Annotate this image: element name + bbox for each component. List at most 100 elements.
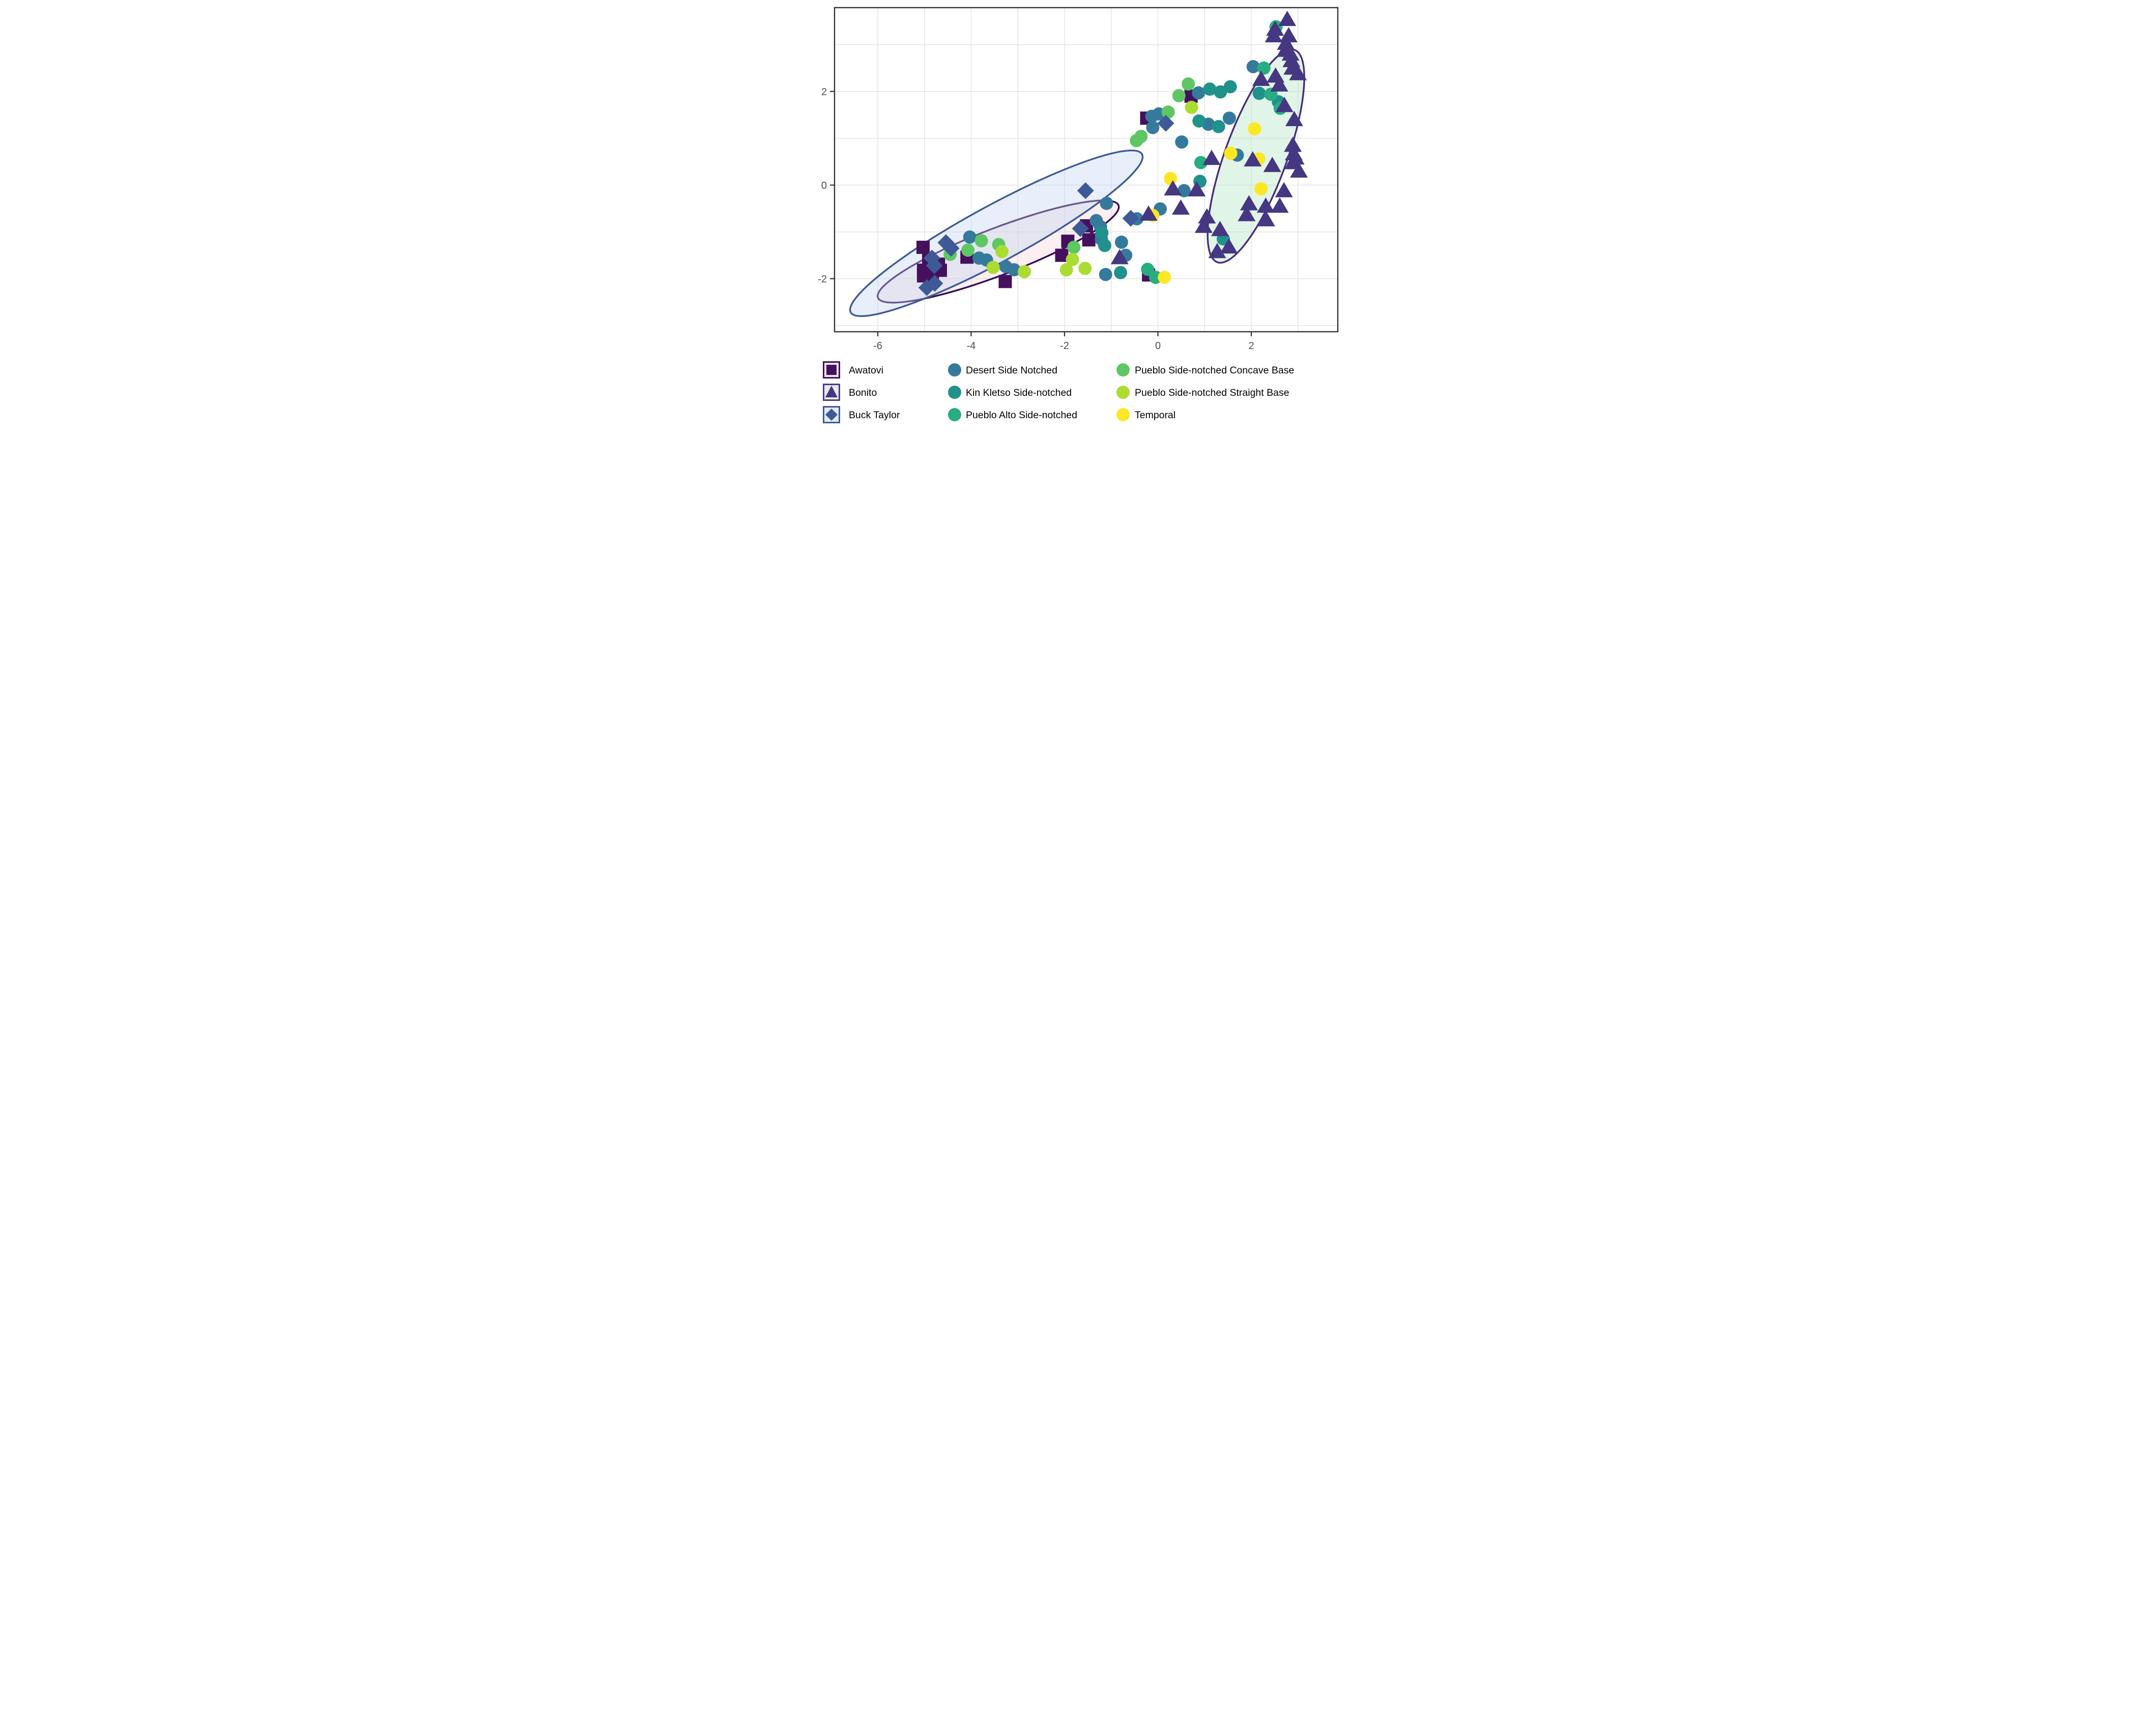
data-point-triangle	[1240, 195, 1258, 211]
data-point-diamond	[1157, 114, 1174, 132]
data-point-circle	[995, 245, 1009, 258]
y-tick-label: 2	[821, 86, 826, 98]
series-pueblo-side-notched-concave-base	[943, 77, 1195, 261]
data-point-circle	[1113, 266, 1127, 279]
data-point-circle	[1202, 82, 1216, 96]
legend-label: Pueblo Side-notched Concave Base	[1135, 365, 1294, 376]
legend-label: Kin Kletso Side-notched	[966, 387, 1072, 398]
data-point-triangle	[1237, 206, 1255, 221]
data-point-circle	[1247, 122, 1261, 136]
legend-square-icon	[826, 365, 837, 375]
data-point-circle	[1192, 114, 1205, 128]
data-point-diamond	[942, 240, 960, 257]
legend-label: Pueblo Side-notched Straight Base	[1135, 387, 1289, 398]
data-point-circle	[961, 243, 974, 257]
legend-key-box	[822, 361, 840, 379]
data-point-triangle	[1243, 151, 1261, 167]
data-point-circle	[1174, 135, 1188, 149]
data-point-triangle	[1275, 97, 1294, 112]
data-point-triangle	[1265, 27, 1283, 43]
data-point-circle	[1017, 265, 1031, 278]
legend-label: Buck Taylor	[849, 410, 900, 421]
legend-label: Awatovi	[849, 365, 883, 376]
scatter-figure: -6 -4 -2 0 2 -2 0 2 Awatovi Bonito Buck Taylor Dese…	[808, 0, 1346, 434]
legend-item: Kin Kletso Side-notched	[947, 386, 1072, 399]
data-point-triangle	[1270, 76, 1288, 92]
series-pueblo-side-notched-straight-base	[986, 101, 1198, 278]
data-point-triangle	[1163, 180, 1182, 196]
x-tick-label: -6	[873, 340, 882, 352]
data-point-square	[916, 269, 930, 283]
legend-item: Pueblo Side-notched Straight Base	[1116, 386, 1289, 399]
data-point-circle	[986, 261, 1000, 274]
data-point-circle	[1212, 120, 1225, 133]
x-tick-label: -4	[966, 340, 975, 352]
legend-item: Temporal	[1116, 408, 1175, 421]
data-point-triangle	[1139, 205, 1158, 221]
data-point-circle	[1095, 226, 1108, 240]
data-point-circle	[1066, 253, 1079, 267]
data-point-circle	[1213, 85, 1227, 99]
data-point-circle	[1224, 147, 1238, 160]
panel-border	[834, 7, 1338, 333]
legend-item: Buck Taylor	[822, 406, 900, 423]
data-point-circle	[1114, 235, 1128, 249]
legend-circle-icon	[947, 363, 961, 377]
data-point-diamond	[926, 275, 943, 292]
legend-item: Pueblo Side-notched Concave Base	[1116, 363, 1294, 377]
y-tick-label: -2	[818, 274, 827, 285]
legend-item: Awatovi	[822, 361, 883, 379]
data-point-triangle	[1288, 65, 1307, 80]
data-point-circle	[1157, 270, 1171, 284]
data-point-square	[1082, 233, 1096, 247]
data-point-circle	[1140, 263, 1154, 276]
legend-label: Pueblo Alto Side-notched	[966, 410, 1077, 421]
legend-item: Desert Side Notched	[947, 363, 1057, 377]
data-point-circle	[1246, 60, 1260, 73]
data-point-triangle	[1256, 197, 1275, 213]
x-tick-label: -2	[1060, 340, 1069, 352]
data-point-circle	[1254, 182, 1268, 196]
data-point-circle	[1252, 86, 1266, 100]
data-point-circle	[1191, 86, 1205, 100]
legend-circle-icon	[947, 408, 961, 421]
legend-diamond-icon	[825, 409, 838, 421]
data-point-circle	[1099, 268, 1112, 281]
data-point-diamond	[1077, 182, 1094, 199]
data-point-circle	[1223, 80, 1237, 94]
data-point-diamond	[926, 257, 943, 274]
data-point-circle	[963, 230, 977, 244]
data-point-diamond	[1122, 210, 1139, 227]
x-tick-label: 0	[1155, 340, 1160, 352]
data-point-circle	[1163, 171, 1177, 185]
data-point-circle	[1172, 89, 1186, 103]
x-tick-label: 2	[1248, 340, 1254, 352]
data-point-circle	[1181, 77, 1195, 91]
data-point-circle	[1194, 156, 1208, 169]
data-point-circle	[1098, 239, 1111, 252]
data-point-triangle	[1257, 211, 1275, 226]
data-point-triangle	[1275, 182, 1293, 197]
legend-triangle-icon	[825, 386, 838, 397]
legend-label: Desert Side Notched	[966, 365, 1057, 376]
y-tick-label: 0	[821, 180, 826, 191]
data-point-circle	[1059, 263, 1073, 277]
legend: Awatovi Bonito Buck Taylor Desert Side Notc…	[822, 361, 1294, 423]
legend-circle-icon	[1116, 386, 1130, 399]
data-point-triangle	[1252, 70, 1270, 86]
data-point-diamond	[918, 279, 935, 296]
data-point-triangle	[1270, 197, 1288, 213]
data-point-circle	[1007, 263, 1021, 277]
legend-circle-icon	[1116, 363, 1130, 377]
data-point-triangle	[1211, 221, 1229, 237]
data-point-circle	[1161, 105, 1175, 119]
data-point-circle	[1078, 262, 1092, 275]
legend-item: Pueblo Alto Side-notched	[947, 408, 1077, 421]
data-point-square	[998, 275, 1012, 288]
data-point-triangle	[1278, 11, 1296, 26]
data-point-triangle	[1263, 157, 1281, 172]
points-layer	[916, 11, 1308, 296]
legend-label: Bonito	[849, 387, 877, 398]
data-point-circle	[1129, 134, 1143, 148]
data-point-triangle	[1187, 181, 1205, 196]
